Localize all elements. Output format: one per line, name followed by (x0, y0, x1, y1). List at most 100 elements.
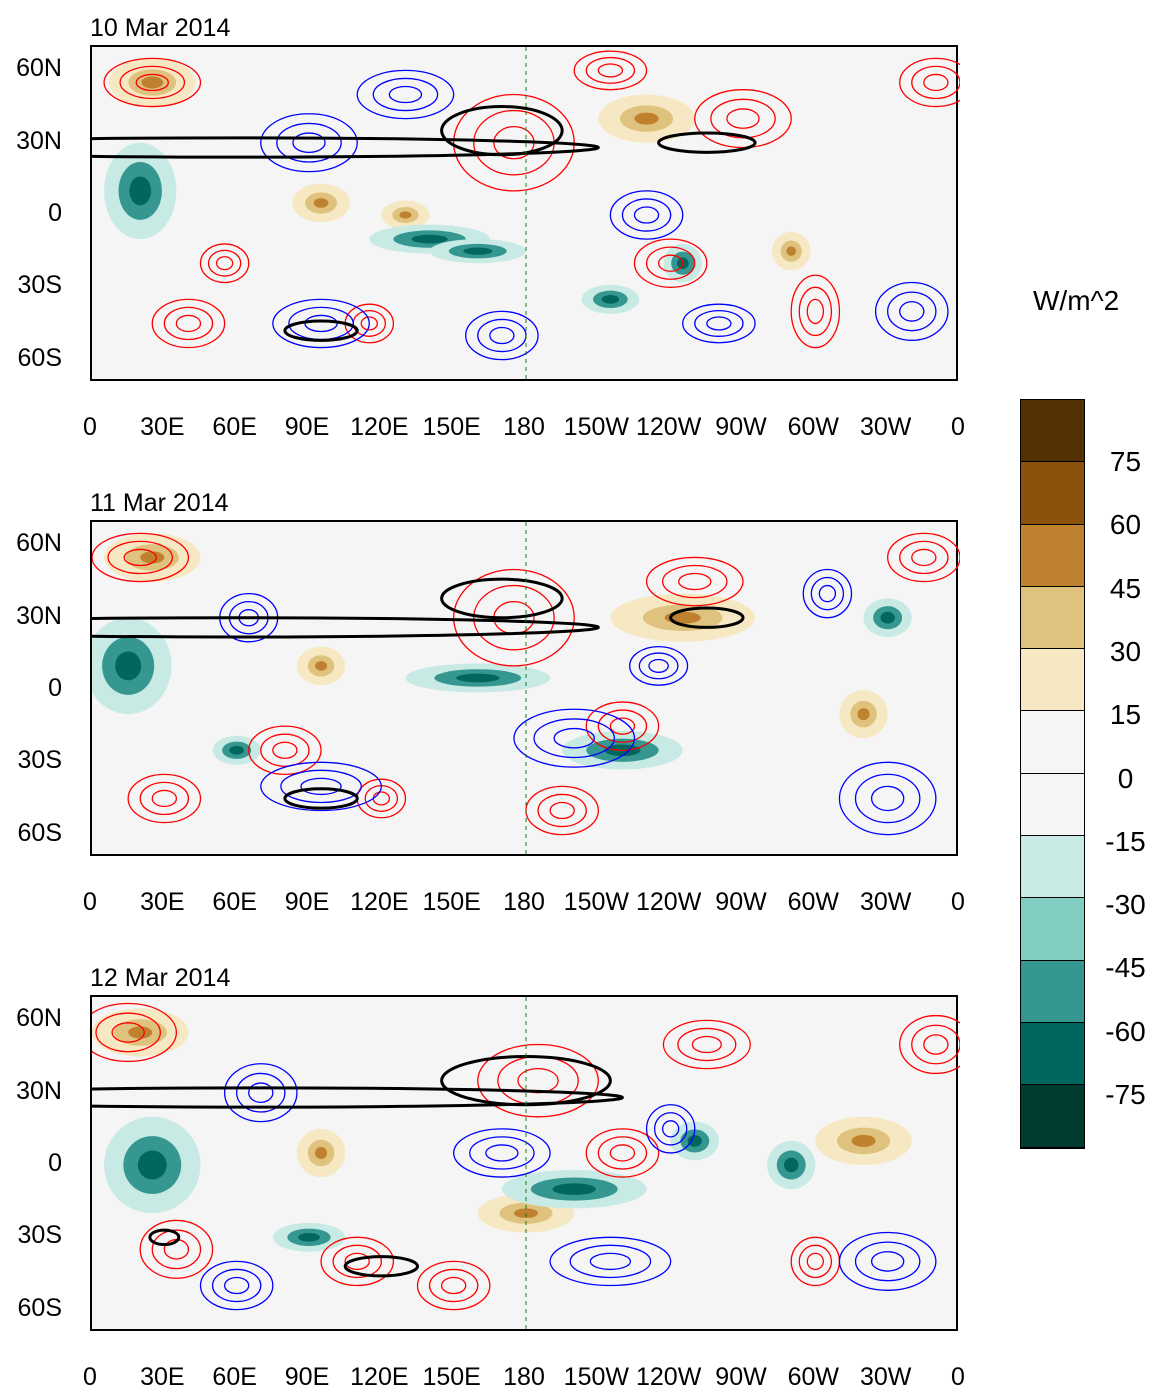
lon-tick-label: 90W (715, 888, 767, 916)
lat-tick-label: 60S (17, 343, 62, 372)
lon-tick-label: 60W (787, 413, 840, 441)
positive-contour (453, 568, 575, 667)
positive-contour (585, 701, 660, 751)
colorbar-swatch (1021, 649, 1084, 712)
positive-contour (597, 1136, 648, 1170)
colorbar-swatch (1021, 711, 1084, 774)
lon-tick-label: 60E (212, 1363, 257, 1391)
lat-tick-label: 0 (48, 199, 62, 227)
negative-contour (304, 314, 338, 333)
positive-contour (609, 1144, 636, 1162)
positive-contour (525, 785, 599, 836)
negative-contour (272, 298, 370, 349)
lat-tick-label: 30S (17, 1221, 62, 1250)
jet-contour (92, 1086, 624, 1109)
negative-contour (469, 1136, 535, 1170)
lat-tick-label: 30N (16, 126, 62, 155)
lon-tick-label: 0 (951, 413, 965, 441)
colorbar-swatch (1021, 1022, 1084, 1086)
lon-tick-label: 150E (422, 1363, 481, 1391)
negative-contour (513, 708, 636, 768)
map-panel (90, 520, 960, 858)
positive-contour (806, 298, 825, 325)
positive-contour (911, 65, 960, 100)
negative-contour (248, 1082, 274, 1103)
negative-contour (609, 190, 684, 240)
negative-anomaly-shading (229, 745, 244, 755)
lon-tick-label: 90W (715, 1363, 767, 1391)
negative-contour (854, 773, 921, 824)
colorbar-swatch (1021, 586, 1084, 650)
positive-contour (139, 1219, 214, 1279)
positive-contour (272, 741, 298, 759)
positive-contour (645, 246, 696, 280)
negative-contour (694, 309, 744, 337)
positive-contour (344, 1252, 370, 1271)
positive-anomaly-shading (851, 1134, 876, 1147)
colorbar-label: -60 (1105, 1015, 1146, 1047)
positive-contour (661, 564, 728, 599)
positive-contour (440, 1276, 467, 1295)
negative-contour (870, 1251, 905, 1272)
negative-contour (629, 645, 689, 686)
positive-contour (662, 1019, 751, 1070)
colorbar-unit: W/m^2 (1033, 285, 1120, 316)
lon-tick-label: 30E (140, 888, 185, 916)
positive-contour (207, 249, 242, 277)
colorbar-label: -30 (1105, 889, 1146, 921)
panel-title: 11 Mar 2014 (90, 489, 229, 517)
negative-contour (276, 122, 342, 163)
negative-contour (854, 1241, 921, 1282)
positive-contour (710, 98, 776, 139)
colorbar-label: 0 (1117, 762, 1134, 794)
positive-contour (175, 314, 202, 333)
positive-contour (911, 548, 937, 567)
lon-tick-label: 0 (83, 888, 97, 916)
positive-anomaly-shading (315, 661, 328, 671)
positive-contour (95, 1012, 161, 1053)
negative-contour (870, 785, 905, 812)
positive-contour (798, 286, 833, 337)
lat-tick-label: 30N (16, 601, 62, 630)
positive-contour (790, 274, 841, 349)
negative-contour (838, 1231, 937, 1291)
lon-tick-label: 120W (636, 888, 702, 916)
lat-tick-label: 60S (17, 818, 62, 847)
positive-contour (123, 548, 157, 567)
negative-contour (260, 761, 382, 812)
positive-contour (497, 1055, 579, 1106)
negative-contour (887, 291, 937, 332)
negative-contour (589, 1252, 632, 1271)
negative-contour (645, 1104, 696, 1154)
lon-tick-label: 60E (212, 413, 257, 441)
negative-contour (553, 727, 595, 749)
negative-anomaly-shading (552, 1183, 596, 1195)
lon-tick-label: 120E (350, 888, 409, 916)
negative-contour (874, 281, 949, 341)
lon-tick-label: 0 (83, 1363, 97, 1391)
positive-contour (428, 1268, 479, 1303)
positive-contour (677, 1027, 737, 1062)
lat-tick-label: 30N (16, 1076, 62, 1105)
negative-contour (465, 310, 539, 361)
lon-tick-label: 150W (563, 888, 629, 916)
lon-tick-label: 150W (563, 1363, 629, 1391)
positive-contour (139, 781, 190, 816)
positive-contour (585, 1128, 660, 1178)
positive-contour (163, 306, 214, 341)
lon-tick-label: 120E (350, 1363, 409, 1391)
colorbar-swatch (1021, 1085, 1084, 1148)
jet-contour (92, 136, 600, 159)
negative-contour (300, 777, 342, 796)
positive-contour (694, 89, 792, 149)
negative-contour (280, 769, 362, 804)
negative-contour (260, 113, 358, 173)
map-panel (90, 45, 960, 383)
colorbar (1020, 399, 1085, 1149)
negative-contour (453, 1128, 551, 1178)
positive-contour (597, 63, 624, 78)
jet-contour (440, 577, 564, 620)
negative-contour (818, 584, 837, 603)
positive-contour (127, 773, 202, 824)
map-panel (90, 995, 960, 1333)
